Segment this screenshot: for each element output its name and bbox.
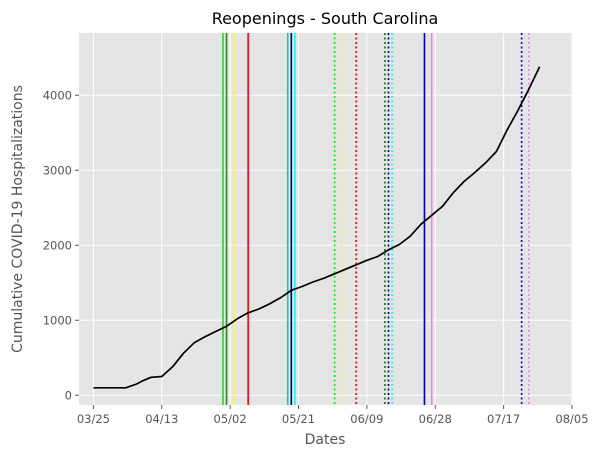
chart-title: Reopenings - South Carolina	[212, 9, 439, 28]
plot-area	[79, 33, 572, 405]
x-tick-label: 06/09	[350, 412, 383, 426]
y-tick-label: 1000	[43, 313, 72, 327]
x-tick-label: 05/21	[282, 412, 315, 426]
x-tick-label: 03/25	[77, 412, 110, 426]
x-tick-label: 08/05	[555, 412, 588, 426]
y-tick-label: 3000	[43, 163, 72, 177]
x-tick-label: 06/28	[419, 412, 452, 426]
x-tick-label: 05/02	[214, 412, 247, 426]
y-tick-label: 4000	[43, 88, 72, 102]
y-tick-label: 2000	[43, 238, 72, 252]
ticks: 03/25 04/13 05/02 05/21 06/09 06/28 07/17 08/05…	[43, 88, 589, 426]
grid	[79, 33, 573, 405]
series	[93, 66, 541, 389]
reopening-lines	[222, 33, 530, 405]
y-tick-label: 0	[65, 388, 72, 402]
x-axis-label: Dates	[305, 432, 346, 448]
x-tick-label: 07/17	[487, 412, 520, 426]
x-tick-label: 04/13	[145, 412, 178, 426]
series-line	[93, 66, 541, 389]
y-axis-label: Cumulative COVID-19 Hospitalizations	[10, 85, 26, 353]
